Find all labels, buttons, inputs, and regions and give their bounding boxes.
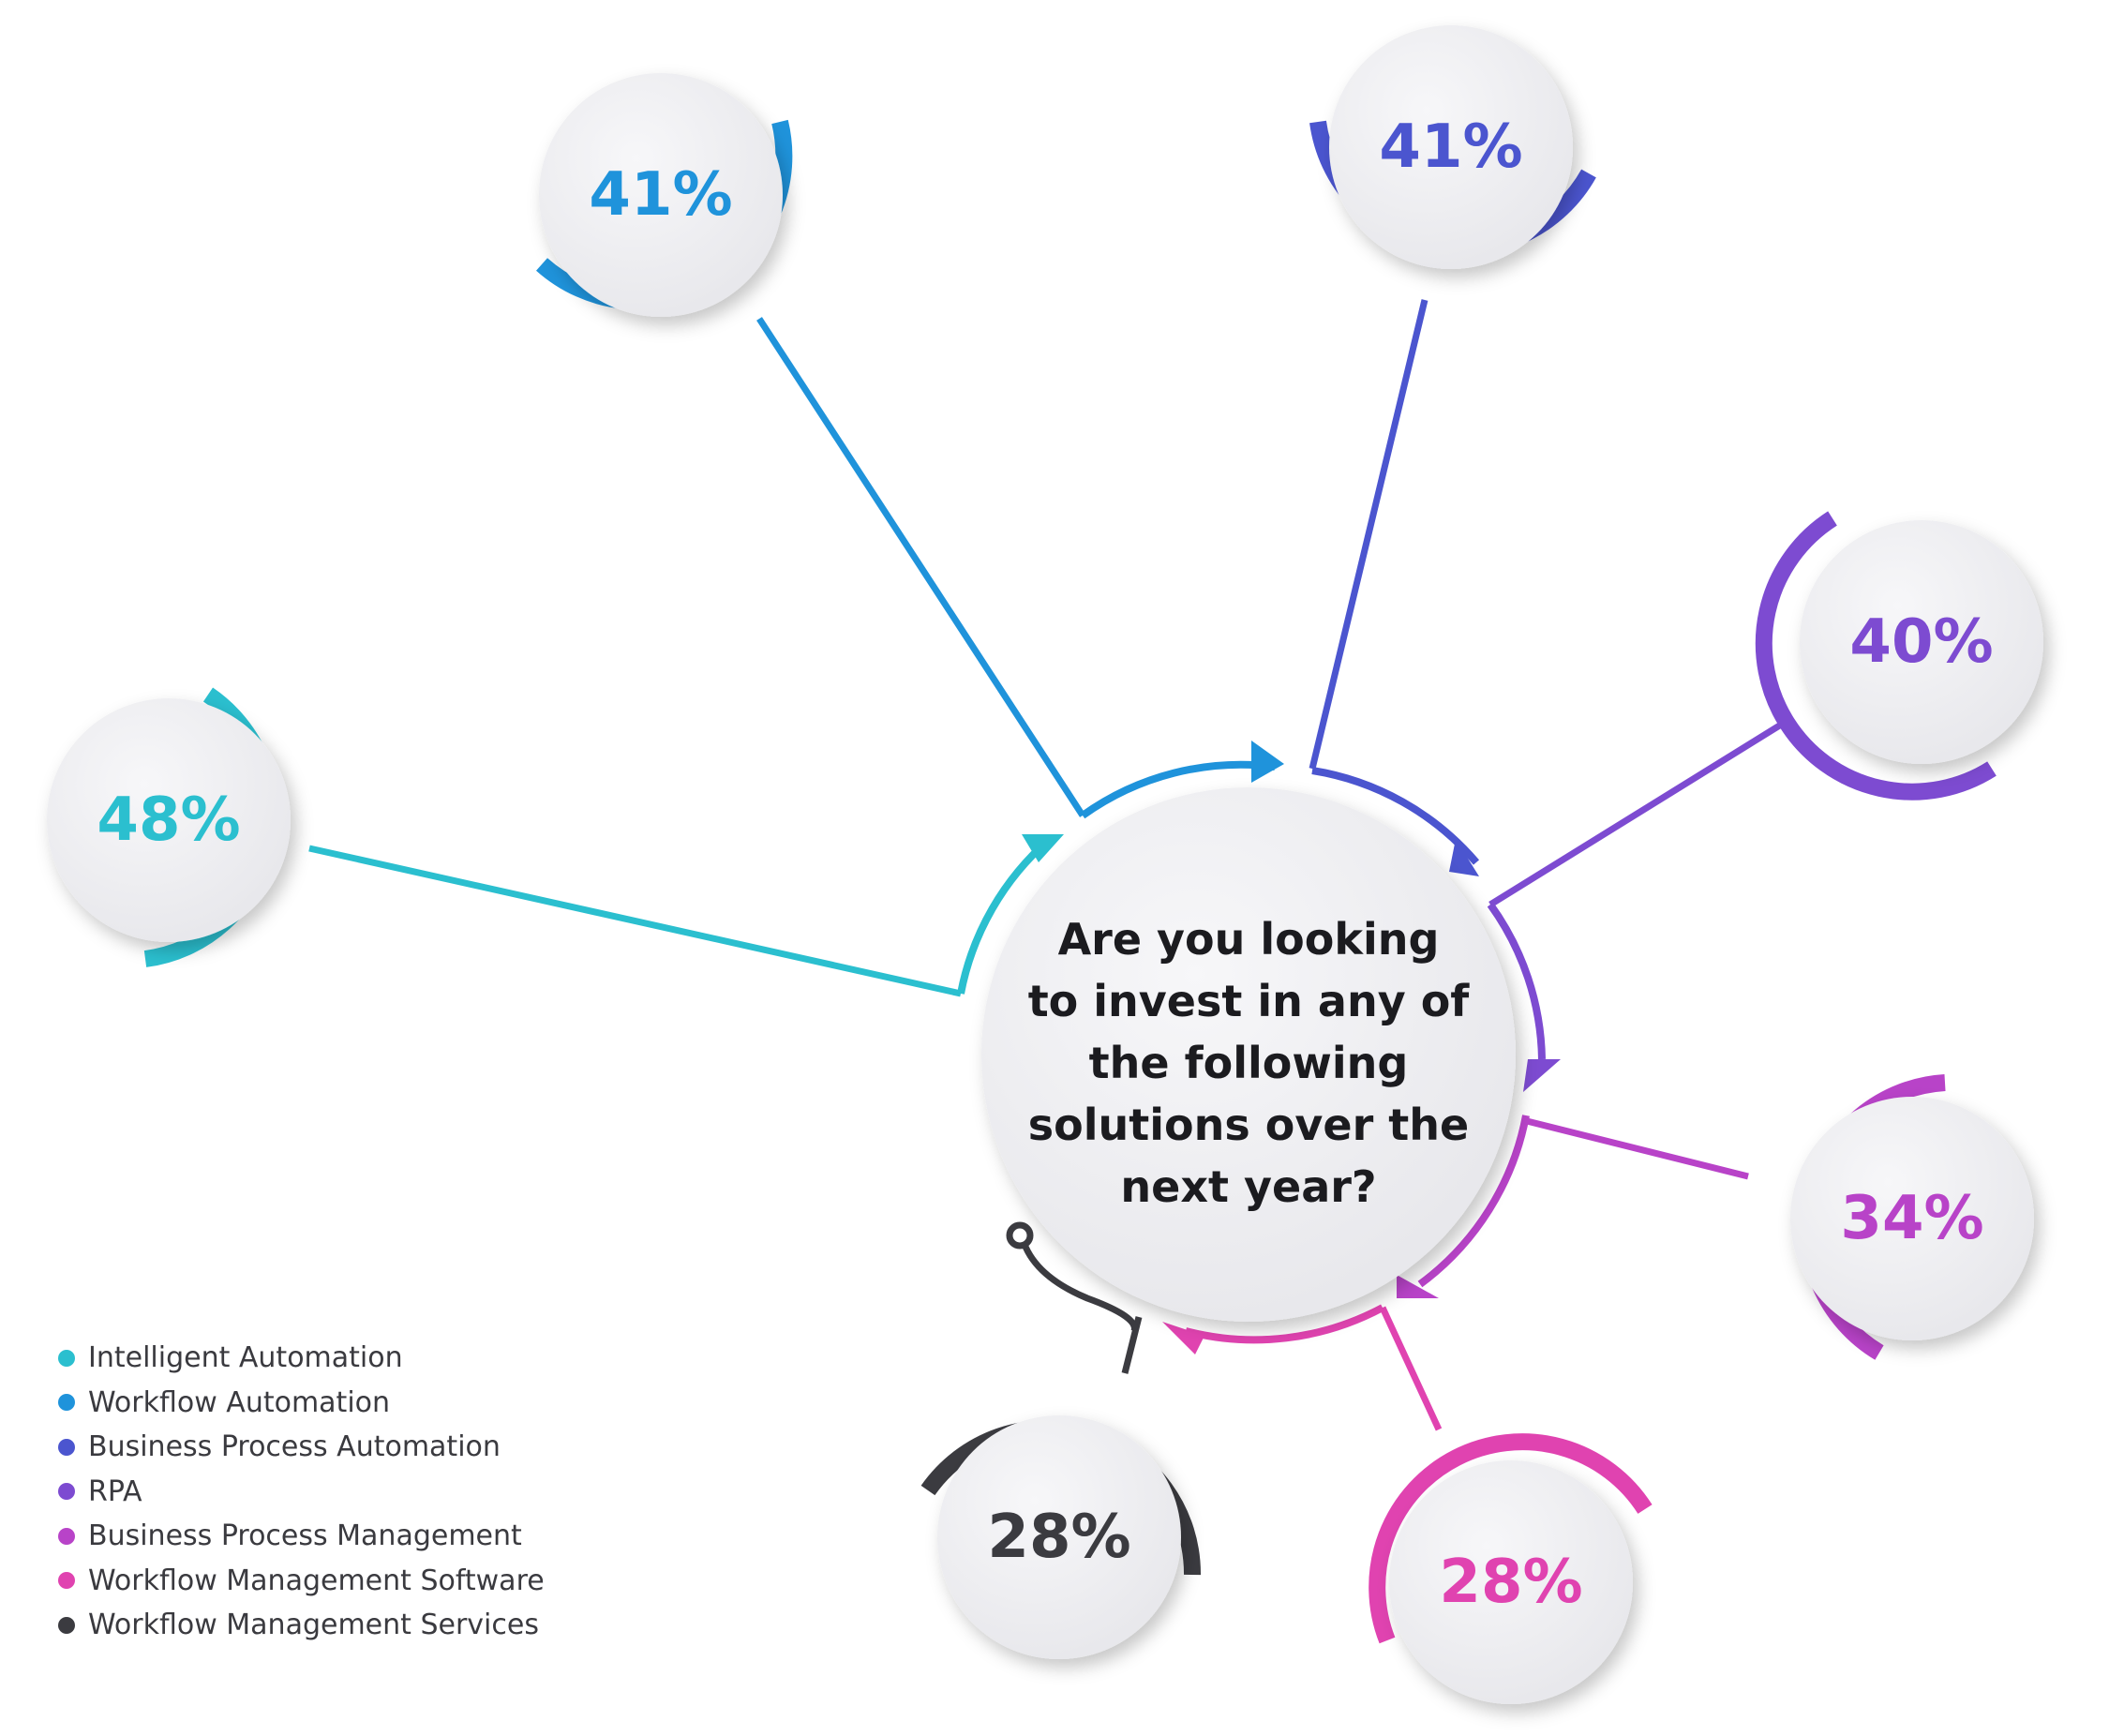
legend: Intelligent Automation Workflow Automati…: [58, 1336, 545, 1648]
value-bubble-workflow-automation: 41%: [536, 73, 793, 317]
legend-dot-icon: [58, 1483, 75, 1501]
bubble-arc: [1755, 511, 1997, 801]
ring-segment-workflow-management-software: [1184, 1304, 1384, 1344]
legend-item: Intelligent Automation: [58, 1336, 545, 1381]
ring-segment-business-process-automation: [1311, 767, 1480, 865]
connector-business-process-automation: [1309, 299, 1428, 770]
value-bubble-business-process-management: 34%: [1790, 1074, 2034, 1360]
bubble-arc: [1369, 1433, 1653, 1644]
legend-label: RPA: [88, 1474, 142, 1508]
legend-label: Workflow Automation: [88, 1385, 391, 1419]
connectors: [308, 299, 1787, 1431]
legend-dot-icon: [58, 1349, 75, 1367]
value-bubble-business-process-automation: 41%: [1309, 25, 1596, 269]
value-label: 28%: [1439, 1548, 1582, 1617]
ring-arrow-business-process-management: [1397, 1275, 1439, 1298]
legend-label: Intelligent Automation: [88, 1341, 403, 1375]
connector-rpa: [1488, 719, 1787, 907]
connector-business-process-management: [1522, 1116, 1749, 1180]
connector-workflow-management-software: [1379, 1306, 1443, 1431]
connector-intelligent-automation: [308, 845, 962, 997]
value-bubble-workflow-management-services: 28%: [920, 1415, 1202, 1659]
ring-arrow-rpa: [1523, 1059, 1561, 1092]
question-line-4: solutions over the: [1028, 1100, 1469, 1150]
value-bubble-rpa: 40%: [1755, 511, 2043, 801]
ring-segment-workflow-automation: [1080, 760, 1276, 819]
legend-dot-icon: [58, 1438, 75, 1456]
legend-label: Workflow Management Software: [88, 1564, 545, 1597]
value-bubble-intelligent-automation: 48%: [47, 687, 291, 967]
value-bubble-workflow-management-software: 28%: [1369, 1433, 1653, 1704]
ring-arrow-business-process-automation: [1449, 839, 1479, 876]
value-label: 41%: [1379, 112, 1522, 182]
ring-arrow-workflow-management-software: [1162, 1322, 1204, 1354]
value-label: 41%: [589, 160, 732, 230]
legend-item: Workflow Management Services: [58, 1603, 545, 1648]
legend-label: Business Process Automation: [88, 1430, 501, 1464]
legend-dot-icon: [58, 1572, 75, 1590]
ring-arrow-intelligent-automation: [1022, 834, 1064, 862]
hook-end-dot: [1006, 1221, 1034, 1250]
question-line-2: to invest in any of: [1028, 976, 1471, 1026]
ring-arrow-workflow-automation: [1251, 741, 1284, 783]
question-line-3: the following: [1089, 1038, 1409, 1088]
value-label: 48%: [97, 786, 240, 855]
legend-dot-icon: [58, 1616, 75, 1634]
value-label: 40%: [1849, 607, 1993, 677]
question-line-5: next year?: [1120, 1161, 1376, 1212]
legend-item: Workflow Automation: [58, 1381, 545, 1426]
legend-dot-icon: [58, 1394, 75, 1412]
connector-workflow-management-services-hook: [1018, 1235, 1138, 1333]
legend-label: Workflow Management Services: [88, 1609, 539, 1642]
question-bubble: Are you looking to invest in any of the …: [981, 787, 1516, 1322]
value-label: 28%: [987, 1503, 1130, 1572]
legend-label: Business Process Management: [88, 1519, 522, 1553]
legend-item: Workflow Management Software: [58, 1559, 545, 1604]
center-ring: [957, 741, 1561, 1354]
question-line-1: Are you looking: [1058, 914, 1440, 965]
legend-item: Business Process Automation: [58, 1425, 545, 1470]
legend-item: Business Process Management: [58, 1514, 545, 1559]
value-label: 34%: [1840, 1184, 1983, 1253]
ring-segment-business-process-management: [1417, 1115, 1530, 1288]
legend-item: RPA: [58, 1470, 545, 1515]
connector-workflow-automation: [756, 317, 1085, 817]
ring-segment-rpa: [1487, 902, 1546, 1060]
legend-dot-icon: [58, 1527, 75, 1545]
